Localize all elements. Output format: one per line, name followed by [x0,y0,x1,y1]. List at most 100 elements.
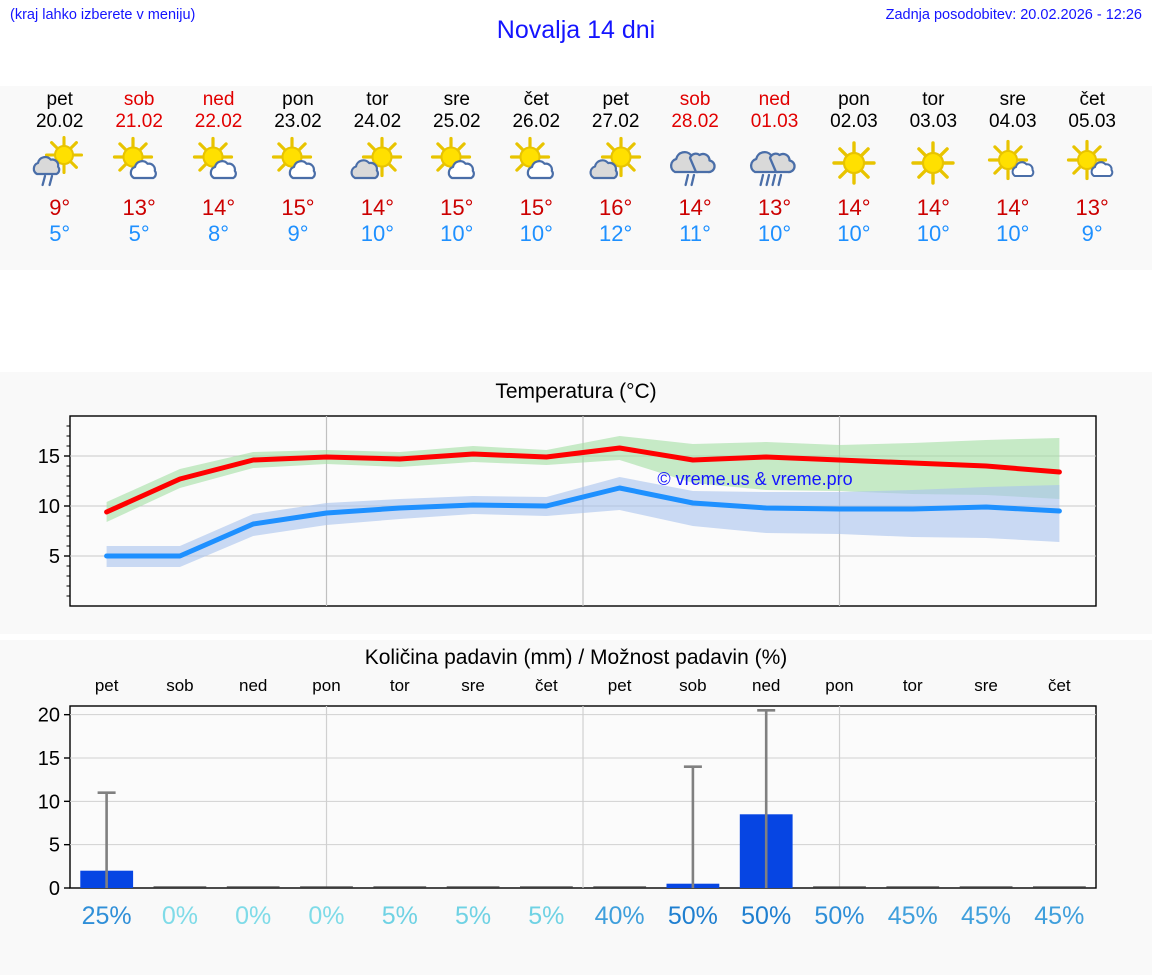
day-low-temp: 10° [757,221,792,246]
day-low-temp: 8° [208,221,230,246]
day-high-temp: 9° [49,195,71,220]
temperature-chart-title: Temperatura (°C) [495,380,657,403]
precipitation-day-labels: pet sob ned pon tor sre čet pet sob ned pon tor sre č… [70,676,1096,696]
precipitation-plot: 0 5 10 15 20 [0,698,1152,940]
day-date: 24.02 [353,111,402,132]
sun-cloud-icon [258,135,337,191]
precip-day-label-4: pon [312,676,341,695]
day-low-temp: 10° [519,221,553,246]
precip-day-label-14: čet [1047,676,1071,695]
page-title: Novalja 14 dni [496,16,656,44]
svg-text:15: 15 [38,446,60,468]
forecast-days-row: pet 20.02 9° 5° sob 21.02 13° 5° ned 22.02 14° 8° po… [20,86,1132,270]
day-low-temp: 9° [287,221,309,246]
forecast-day-11[interactable]: pon 02.03 14° 10° [814,86,893,270]
day-high-temp: 15° [440,195,474,220]
svg-text:5: 5 [49,546,60,568]
sun-cloud-icon [417,135,496,191]
day-date: 26.02 [512,111,561,132]
day-low-temp: 10° [440,221,474,246]
forecast-day-3[interactable]: ned 22.02 14° 8° [179,86,258,270]
precip-probability-13: 45% [960,902,1012,930]
sun-cloud-icon [99,135,178,191]
day-date: 23.02 [274,111,322,132]
day-low-temp: 5° [128,221,150,246]
day-high-temp: 14° [201,195,236,220]
day-date: 04.03 [989,111,1037,132]
day-high-temp: 13° [1075,195,1109,220]
sun-cloud-rain-icon [20,135,99,191]
cloud-rain-light-icon [655,135,734,191]
precip-probability-9: 50% [667,902,718,930]
day-high-temp: 14° [678,195,712,220]
forecast-day-8[interactable]: pet 27.02 16° 12° [576,86,655,270]
forecast-day-14[interactable]: čet 05.03 13° 9° [1052,86,1131,270]
day-low-temp: 10° [916,221,950,246]
temperature-plot: 5 10 15 © vreme.us & vreme.pro [0,408,1152,634]
precip-day-label-13: sre [974,676,998,695]
precipitation-chart-panel: Količina padavin (mm) / Možnost padavin … [0,640,1152,975]
sun-icon [814,135,893,191]
page-header: (kraj lahko izberete v meniju) Novalja 1… [0,0,1152,56]
precip-day-label-6: sre [461,676,485,695]
day-low-temp: 11° [679,221,711,246]
precip-probability-5: 5% [381,902,418,930]
precip-probability-2: 0% [161,902,198,930]
forecast-day-10[interactable]: ned 01.03 13° 10° [735,86,814,270]
forecast-day-2[interactable]: sob 21.02 13° 5° [99,86,178,270]
forecast-day-9[interactable]: sob 28.02 14° 11° [655,86,734,270]
day-high-temp: 14° [837,195,871,220]
day-high-temp: 13° [757,195,792,220]
forecast-day-12[interactable]: tor 03.03 14° 10° [894,86,973,270]
day-date: 02.03 [830,111,878,132]
precip-day-label-8: pet [607,676,632,695]
day-low-temp: 9° [1081,221,1103,246]
day-high-temp: 14° [996,195,1030,220]
precip-probability-8: 40% [594,902,645,930]
day-low-temp: 10° [996,221,1030,246]
precip-day-label-10: ned [751,676,781,695]
precip-day-label-12: tor [902,676,923,695]
day-high-temp: 14° [360,195,395,220]
day-date: 20.02 [35,111,84,132]
day-name: tor [922,89,945,110]
precip-probability-10: 50% [741,902,792,930]
forecast-day-1[interactable]: pet 20.02 9° 5° [20,86,99,270]
precip-day-label-3: ned [239,676,268,695]
forecast-strip: pet 20.02 9° 5° sob 21.02 13° 5° ned 22.02 14° 8° po… [0,86,1152,270]
sun-cloud-icon [179,135,258,191]
day-date: 22.02 [194,111,243,132]
last-updated-label: Zadnja posodobitev: 20.02.2026 - 12:26 [885,7,1142,23]
day-name: sre [999,89,1026,110]
svg-text:0: 0 [49,878,60,900]
forecast-day-7[interactable]: čet 26.02 15° 10° [497,86,576,270]
cloud-rain-icon [735,135,814,191]
forecast-day-5[interactable]: tor 24.02 14° 10° [338,86,417,270]
precip-day-label-5: tor [389,676,410,695]
day-high-temp: 16° [599,195,633,220]
day-name: sob [679,89,711,110]
day-name: sre [443,89,471,110]
precip-probability-14: 45% [1034,902,1085,930]
day-date: 05.03 [1068,111,1116,132]
day-date: 27.02 [591,111,640,132]
precipitation-chart-title: Količina padavin (mm) / Možnost padavin … [364,646,788,669]
day-date: 21.02 [115,111,163,132]
sun-icon [894,135,973,191]
svg-text:© vreme.us & vreme.pro: © vreme.us & vreme.pro [657,469,852,489]
day-name: pet [46,89,73,110]
day-name: ned [202,89,235,110]
forecast-day-4[interactable]: pon 23.02 15° 9° [258,86,337,270]
sun-cloud-icon [497,135,576,191]
day-date: 25.02 [433,111,481,132]
svg-text:20: 20 [38,705,60,727]
day-name: sob [123,89,155,110]
precip-day-label-1: pet [94,676,119,695]
forecast-day-13[interactable]: sre 04.03 14° 10° [973,86,1052,270]
forecast-day-6[interactable]: sre 25.02 15° 10° [417,86,496,270]
day-name: pon [282,89,314,110]
day-name: ned [758,89,791,110]
menu-hint: (kraj lahko izberete v meniju) [10,7,196,23]
day-low-temp: 5° [49,221,71,246]
day-date: 01.03 [750,111,799,132]
